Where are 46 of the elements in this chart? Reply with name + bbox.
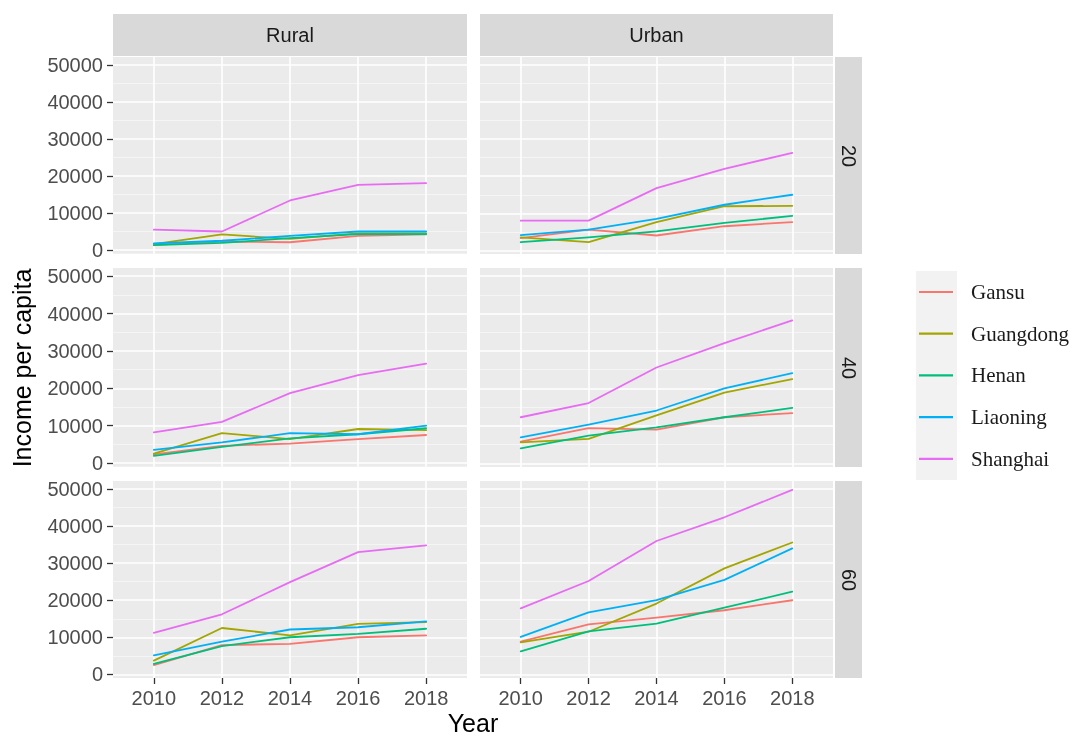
line-series [152, 544, 428, 634]
y2-axis-title: 40 [837, 356, 860, 379]
y-tick-label: 30000 [47, 128, 103, 151]
line-series [152, 362, 428, 434]
y-tick-label: 20000 [47, 165, 103, 188]
x-tick-label: 2014 [267, 687, 313, 709]
y-tick-label: 40000 [47, 302, 103, 325]
x-tick-label: 2012 [199, 687, 245, 709]
x-tick-label: 2016 [702, 687, 747, 709]
y2-axis-title: 20 [837, 144, 860, 167]
y2-axis-title: 60 [837, 568, 860, 591]
x-tick-label: 2016 [335, 687, 381, 709]
y-tick-label: 20000 [47, 589, 103, 612]
y-tick-label: 10000 [47, 414, 103, 437]
y-tick-label: 0 [91, 663, 103, 686]
y-tick-label: 30000 [47, 339, 103, 362]
x-tick-label: 2012 [566, 687, 611, 709]
y-tick-label: 0 [91, 452, 103, 474]
x-tick-label: 2010 [498, 687, 543, 709]
y-tick-label: 20000 [47, 377, 103, 400]
legend-label: Guangdong [971, 321, 1070, 346]
legend-label: Henan [971, 363, 1027, 388]
y-tick-label: 40000 [47, 91, 103, 114]
y-tick-label: 50000 [47, 54, 103, 77]
y-tick-label: 10000 [47, 202, 103, 225]
legend-label: Gansu [971, 280, 1026, 304]
x-tick-label: 2018 [403, 687, 449, 709]
line-series [152, 627, 428, 665]
y-tick-label: 0 [91, 239, 103, 261]
line-series [152, 182, 428, 233]
legend-label: Liaoning [971, 405, 1048, 430]
y-tick-label: 50000 [47, 478, 103, 501]
y-axis-title: Income per capita [7, 268, 36, 467]
line-series [152, 634, 428, 666]
y-tick-label: 10000 [47, 626, 103, 649]
x-tick-label: 2014 [634, 687, 679, 709]
x-tick-label: 2010 [131, 687, 177, 709]
x-tick-label: 2018 [770, 687, 815, 709]
y-tick-label: 30000 [47, 552, 103, 575]
x-axis-title: Year [447, 708, 499, 737]
chart-title: Rural [266, 24, 314, 46]
y-tick-label: 40000 [47, 515, 103, 538]
line-series [152, 434, 428, 456]
chart-title: Urban [629, 24, 684, 46]
legend-label: Shanghai [971, 446, 1050, 471]
y-tick-label: 50000 [47, 265, 103, 288]
